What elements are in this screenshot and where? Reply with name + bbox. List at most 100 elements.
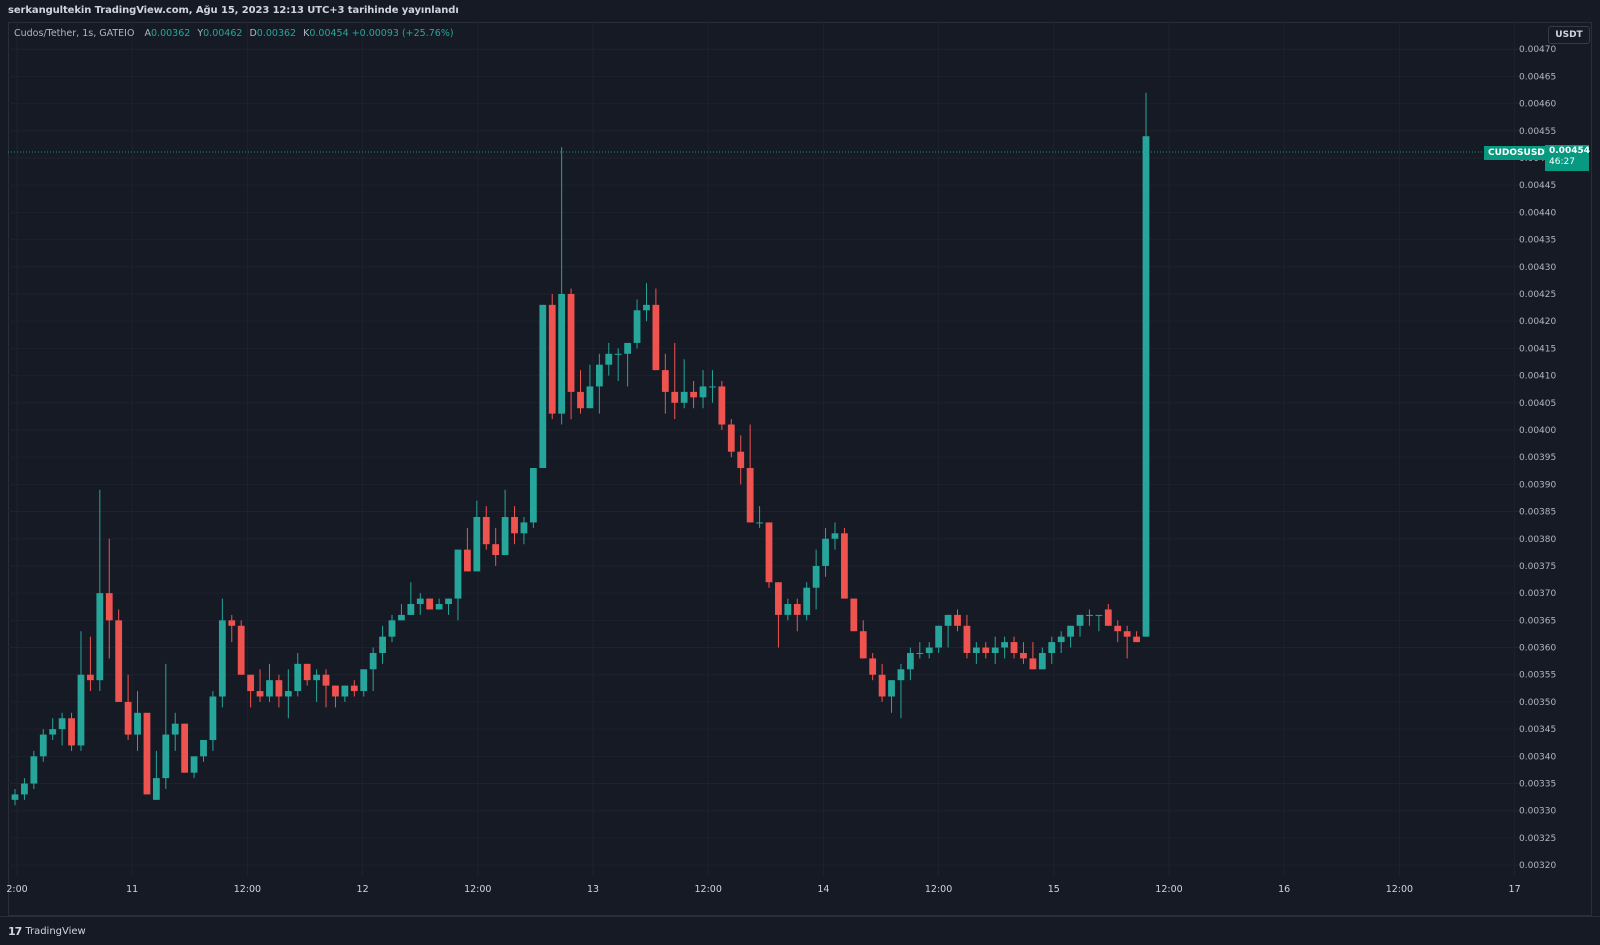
candle-body — [586, 386, 594, 409]
candle — [39, 729, 47, 762]
candle — [1010, 636, 1018, 659]
candle-body — [577, 391, 584, 409]
candle-body — [247, 674, 255, 692]
candle-body — [1086, 614, 1093, 616]
candle-body — [595, 364, 603, 387]
candle-body — [96, 593, 104, 681]
candle — [831, 522, 839, 550]
candle-body — [407, 604, 415, 615]
candle — [539, 304, 547, 469]
y-tick-label: 0.00405 — [1519, 399, 1556, 409]
candle — [661, 353, 669, 414]
candle-body — [1133, 636, 1140, 643]
candle — [944, 614, 952, 648]
chart-grid — [8, 22, 1548, 876]
candle-body — [897, 669, 905, 681]
candle — [1020, 642, 1027, 664]
candle-body — [1104, 609, 1112, 626]
candle-body — [209, 696, 217, 741]
candle — [577, 370, 584, 414]
candle — [633, 299, 641, 349]
y-tick-label: 0.00385 — [1519, 508, 1556, 518]
candle-body — [473, 516, 481, 572]
symbol-legend: Cudos/Tether, 1s, GATEIO A0.00362 Y0.004… — [14, 28, 454, 39]
candle-body — [1038, 652, 1046, 670]
change-value: +0.00093 (+25.76%) — [351, 28, 454, 39]
y-tick-label: 0.00430 — [1519, 263, 1556, 273]
candle — [841, 527, 848, 599]
y-tick-label: 0.00340 — [1519, 752, 1556, 762]
candle-body — [1048, 642, 1056, 653]
y-tick-label: 0.00370 — [1519, 589, 1556, 599]
candle — [350, 680, 358, 697]
low-label: D — [249, 28, 257, 39]
candle — [1095, 614, 1103, 632]
candle-body — [954, 614, 961, 626]
candle-body — [529, 468, 537, 523]
high-value: 0.00462 — [203, 28, 243, 39]
candle — [454, 549, 462, 621]
candle-body — [218, 620, 226, 697]
candle — [925, 642, 933, 659]
y-tick-label: 0.00360 — [1519, 644, 1556, 654]
candle — [96, 489, 104, 692]
candle — [332, 685, 339, 708]
chart-frame[interactable] — [8, 22, 1592, 916]
candle-body — [624, 342, 632, 354]
candle-body — [841, 533, 848, 599]
candle-body — [294, 663, 302, 692]
candle — [718, 381, 726, 430]
y-tick-label: 0.00335 — [1519, 780, 1556, 790]
open-value: 0.00362 — [151, 28, 191, 39]
x-tick-label: 12:00 — [1386, 884, 1413, 895]
candle — [1142, 92, 1150, 637]
candle-body — [982, 647, 990, 653]
y-tick-label: 0.00440 — [1519, 208, 1556, 218]
candle — [680, 359, 688, 409]
candle-body — [171, 723, 179, 735]
candle — [190, 756, 198, 779]
candle — [1029, 642, 1037, 670]
candle-body — [784, 604, 792, 615]
currency-button[interactable]: USDT — [1548, 26, 1590, 44]
candle — [416, 593, 424, 615]
candle-body — [21, 783, 28, 795]
candle — [124, 674, 132, 741]
candle — [407, 582, 415, 615]
candle-body — [567, 293, 575, 392]
candle-body — [991, 647, 999, 653]
candle-body — [859, 631, 867, 659]
y-tick-label: 0.00375 — [1519, 562, 1556, 572]
candle — [756, 506, 763, 528]
candle — [275, 674, 283, 708]
candle — [152, 750, 160, 800]
candle-body — [869, 658, 877, 675]
y-tick-label: 0.00445 — [1519, 181, 1556, 191]
candle-body — [124, 701, 132, 735]
y-tick-label: 0.00435 — [1519, 236, 1556, 246]
candle — [247, 674, 255, 708]
y-tick-label: 0.00400 — [1519, 426, 1556, 436]
candle-body — [661, 370, 669, 392]
y-tick-label: 0.00395 — [1519, 453, 1556, 463]
x-tick-label: 12 — [357, 884, 369, 895]
candle-body — [548, 304, 556, 414]
tradingview-brand[interactable]: 17 TradingView — [8, 925, 86, 938]
candle — [134, 691, 141, 751]
candle — [77, 631, 85, 751]
y-tick-label: 0.00325 — [1519, 834, 1556, 844]
candle-body — [369, 652, 377, 670]
candle-body — [435, 604, 443, 610]
candle-body — [1020, 652, 1027, 659]
candle — [888, 680, 895, 713]
y-tick-label: 0.00425 — [1519, 290, 1556, 300]
candle-body — [77, 674, 85, 746]
candlestick-chart[interactable]: 0.004700.004650.004600.004550.004500.004… — [0, 0, 1600, 916]
candle-body — [831, 533, 839, 539]
candle — [1076, 614, 1084, 637]
candle — [643, 283, 650, 322]
candle-body — [313, 674, 320, 681]
candle — [435, 598, 443, 610]
price-axis: 0.004700.004650.004600.004550.004500.004… — [1519, 45, 1556, 871]
candle-body — [482, 516, 490, 545]
